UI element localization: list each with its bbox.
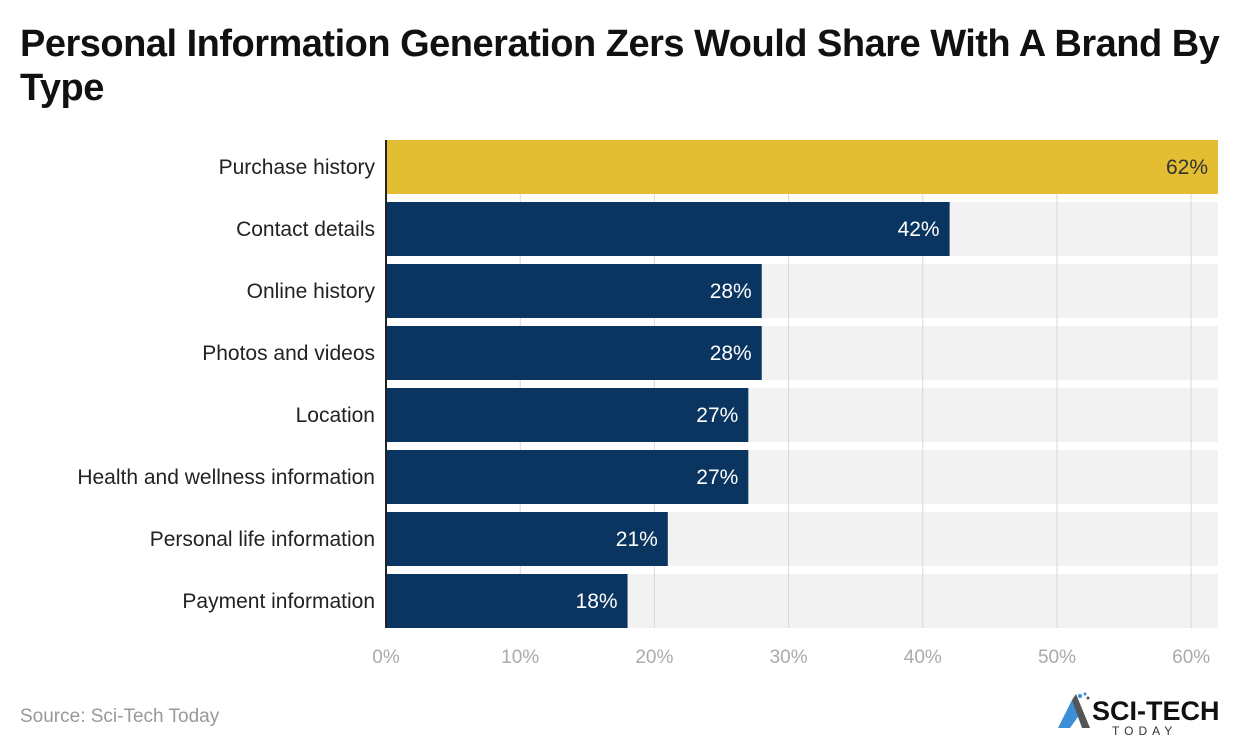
x-tick-label: 10% xyxy=(501,647,539,668)
data-label: 28% xyxy=(710,342,752,365)
x-tick-label: 40% xyxy=(904,647,942,668)
svg-text:TODAY: TODAY xyxy=(1112,724,1177,738)
data-label: 21% xyxy=(616,528,658,551)
x-tick-label: 60% xyxy=(1172,647,1210,668)
category-label: Payment information xyxy=(182,590,375,613)
x-tick-label: 20% xyxy=(635,647,673,668)
category-label: Photos and videos xyxy=(202,342,375,365)
data-label: 28% xyxy=(710,280,752,303)
source-note: Source: Sci-Tech Today xyxy=(20,706,220,727)
x-tick-label: 50% xyxy=(1038,647,1076,668)
category-label: Purchase history xyxy=(219,156,376,179)
data-label: 27% xyxy=(696,404,738,427)
bar xyxy=(386,202,950,256)
category-label: Contact details xyxy=(236,218,375,241)
data-label: 27% xyxy=(696,466,738,489)
category-label: Online history xyxy=(247,280,376,303)
bar xyxy=(386,326,762,380)
sci-tech-today-logo: SCI-TECH TODAY xyxy=(1058,692,1220,738)
bar xyxy=(386,388,749,442)
category-label: Personal life information xyxy=(150,528,375,551)
data-label: 42% xyxy=(898,218,940,241)
bar xyxy=(386,574,628,628)
bar-chart: 0% 10% 20% 30% 40% 50% 60% Purchase history 62% C… xyxy=(77,140,1218,668)
category-label: Health and wellness information xyxy=(77,466,375,489)
data-label: 18% xyxy=(576,590,618,613)
x-tick-label: 0% xyxy=(372,647,400,668)
data-label: 62% xyxy=(1166,156,1208,179)
x-tick-label: 30% xyxy=(770,647,808,668)
svg-text:SCI-TECH: SCI-TECH xyxy=(1092,696,1220,726)
bar xyxy=(386,450,749,504)
bar xyxy=(386,140,1218,194)
chart-title: Personal Information Generation Zers Wou… xyxy=(20,23,1220,109)
bar xyxy=(386,264,762,318)
bar xyxy=(386,512,668,566)
category-label: Location xyxy=(296,404,375,427)
